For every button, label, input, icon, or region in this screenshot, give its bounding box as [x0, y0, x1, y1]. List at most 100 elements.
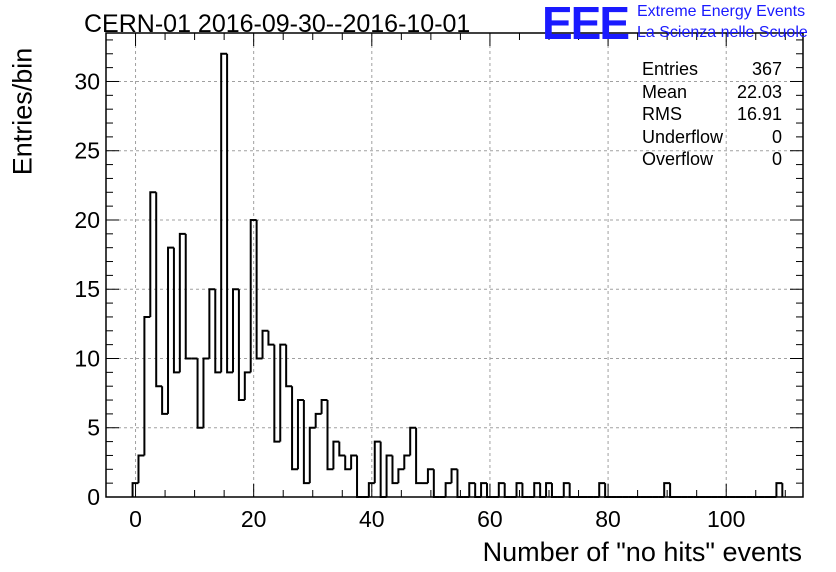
- histogram-bin: [468, 482, 476, 497]
- stats-row-entries: Entries 367: [642, 58, 782, 81]
- x-tick-label: 80: [595, 506, 621, 532]
- stats-entries-label: Entries: [642, 59, 699, 79]
- histogram-bin: [279, 343, 287, 442]
- axes: [105, 32, 804, 498]
- tick-labels: 0 20 40 60 80 100 0 5 10 15 20 25 30: [74, 68, 745, 532]
- histogram-bin: [497, 482, 505, 497]
- histogram-bin: [172, 247, 180, 374]
- stats-mean-label: Mean: [642, 81, 688, 102]
- histogram-bin: [403, 454, 411, 470]
- chart-title: CERN-01 2016-09-30--2016-10-01: [84, 10, 471, 38]
- histogram-bin: [291, 386, 298, 471]
- histogram-bin: [285, 344, 293, 388]
- y-tick-label: 0: [87, 484, 100, 510]
- histogram-bin: [208, 288, 216, 359]
- stats-underflow-value: 0: [771, 126, 782, 147]
- histogram-bin: [155, 192, 163, 388]
- histogram-bin: [143, 315, 151, 456]
- stats-rms-label: RMS: [642, 104, 682, 124]
- y-tick-label: 25: [74, 138, 100, 164]
- histogram-bin: [356, 455, 363, 498]
- histogram-bin: [237, 289, 245, 402]
- histogram-bin: [267, 330, 275, 346]
- stats-mean-value: 22.03: [736, 81, 782, 102]
- y-tick-label: 30: [74, 68, 100, 94]
- histogram-bin: [320, 399, 328, 414]
- histogram-bin: [161, 386, 169, 415]
- stats-box: Entries 367 Mean 22.03 RMS 16.91 Underfl…: [642, 58, 782, 171]
- logo-text-line1: Extreme Energy Events: [637, 3, 806, 20]
- histogram-bin: [344, 455, 352, 471]
- histogram-bin: [480, 482, 487, 497]
- histogram-bin: [663, 482, 671, 497]
- histogram-bin: [314, 412, 322, 428]
- histogram-bin: [296, 399, 304, 470]
- histogram-bin: [397, 468, 405, 484]
- histogram-bin: [196, 358, 204, 429]
- stats-rms-value: 16.91: [736, 104, 782, 124]
- histogram-bin: [444, 482, 452, 497]
- histogram-bin: [550, 483, 558, 498]
- histogram-bin: [220, 52, 228, 373]
- stats-overflow-value: 0: [771, 149, 782, 169]
- histogram-bin: [521, 483, 529, 498]
- histogram-bin: [545, 482, 552, 497]
- histogram-bin: [326, 400, 334, 471]
- y-tick-label: 5: [87, 415, 100, 441]
- histogram-bin: [350, 454, 358, 470]
- histogram-bin: [775, 482, 783, 497]
- histogram-bin: [503, 483, 511, 498]
- stats-row-mean: Mean 22.03: [642, 81, 782, 104]
- stats-row-rms: RMS 16.91: [642, 103, 782, 126]
- histogram-bin: [450, 468, 458, 484]
- logo-text-line2: La Scienza nelle Scuole: [637, 24, 808, 41]
- histogram-bin: [385, 454, 393, 497]
- histogram-bin: [231, 288, 239, 373]
- histogram-bin: [249, 218, 257, 373]
- stats-entries-value: 367: [751, 59, 782, 79]
- histogram-bars: [131, 52, 784, 498]
- histogram-bin: [137, 454, 145, 484]
- eee-logo-mark: EEE: [542, 0, 630, 49]
- histogram-bin: [409, 426, 417, 456]
- y-tick-label: 10: [74, 345, 100, 371]
- histogram-bin: [426, 468, 434, 484]
- histogram-bin: [332, 440, 340, 470]
- histogram-bin: [261, 329, 269, 359]
- histogram-bin: [373, 440, 381, 484]
- x-tick-label: 40: [359, 506, 385, 532]
- histogram-bin: [515, 482, 523, 497]
- histogram-bin: [243, 371, 251, 401]
- histogram-bin: [669, 483, 677, 498]
- histogram-bin: [568, 483, 576, 498]
- stats-overflow-label: Overflow: [642, 149, 714, 169]
- plot-frame: [105, 32, 804, 498]
- histogram-bin: [273, 344, 281, 443]
- x-tick-label: 0: [129, 506, 142, 532]
- stats-underflow-label: Underflow: [642, 126, 724, 147]
- histogram-bin: [226, 53, 233, 374]
- histogram-bin: [562, 482, 570, 497]
- histogram-bin: [432, 469, 440, 498]
- y-tick-label: 15: [74, 276, 100, 302]
- x-tick-label: 100: [707, 506, 745, 532]
- histogram-bin: [598, 482, 606, 497]
- stats-row-underflow: Underflow 0: [642, 126, 782, 149]
- histogram-bin: [202, 357, 210, 428]
- histogram-bin: [255, 219, 263, 360]
- histogram-bin: [178, 232, 186, 373]
- histogram-bin: [338, 441, 346, 457]
- x-axis-label: Number of "no hits" events: [482, 537, 802, 567]
- histogram-bin: [391, 455, 399, 485]
- histogram-bin: [533, 482, 541, 497]
- x-tick-label: 20: [241, 506, 267, 532]
- histogram-bin: [149, 191, 157, 317]
- histogram-bin: [214, 289, 222, 374]
- histogram-bin: [308, 426, 316, 484]
- histogram-bin: [131, 482, 139, 497]
- stats-row-overflow: Overflow 0: [642, 148, 782, 171]
- y-tick-label: 20: [74, 207, 100, 233]
- x-tick-label: 60: [477, 506, 503, 532]
- histogram-bin: [367, 482, 375, 497]
